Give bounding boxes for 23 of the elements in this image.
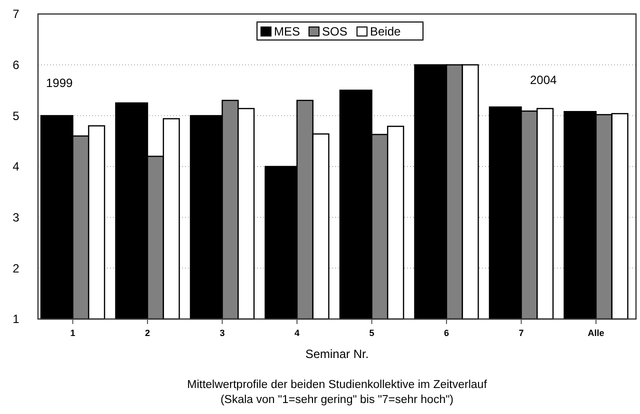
y-tick-label: 1: [12, 312, 20, 326]
x-tick-label: 6: [444, 328, 450, 338]
y-tick-label: 5: [12, 108, 20, 123]
text: Mittelwertprofile der beiden Studienkollektive im Zeitverlauf: [187, 379, 488, 391]
annotation: 1999: [46, 76, 74, 90]
x-axis-title: Seminar Nr.: [305, 347, 369, 361]
x-tick-label: Alle: [588, 328, 604, 338]
x-tick-label: 5: [369, 328, 374, 338]
x-tick-label: 1: [70, 328, 76, 338]
y-tick-label: 6: [12, 58, 20, 72]
y-tick-label: 2: [12, 261, 20, 276]
legend-label: SOS: [322, 24, 348, 38]
text: (Skala von "1=sehr gering" bis "7=sehr hoch"): [220, 394, 454, 406]
y-tick-label: 4: [12, 160, 20, 174]
x-tick-label: 4: [294, 328, 300, 338]
x-tick-label: 2: [145, 328, 150, 338]
x-tick-label: 3: [220, 328, 225, 338]
legend-label: MES: [274, 24, 300, 38]
annotation: 2004: [530, 73, 558, 87]
y-tick-label: 7: [12, 7, 20, 22]
legend-label: Beide: [370, 24, 402, 38]
x-tick-label: 7: [518, 328, 524, 338]
y-tick-label: 3: [12, 210, 20, 225]
